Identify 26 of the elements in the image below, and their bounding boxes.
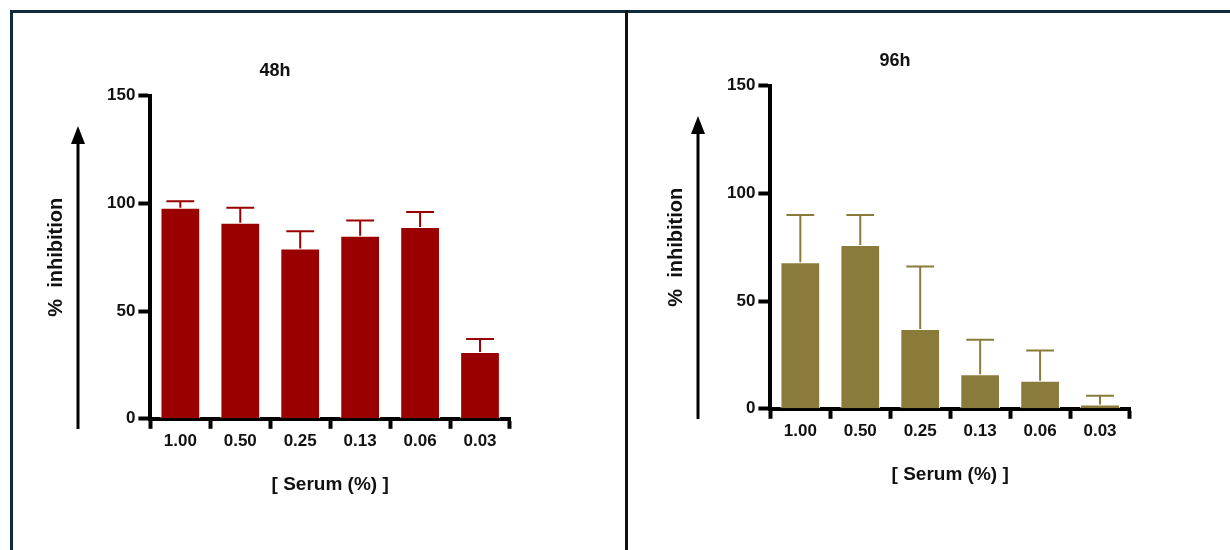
- x-tick-label: 0.13: [963, 420, 997, 440]
- x-tick-label: 0.03: [463, 430, 497, 450]
- x-tick-label: 0.06: [403, 430, 437, 450]
- y-tick-label: 50: [116, 300, 136, 320]
- y-axis-title: % inhibition: [663, 187, 686, 307]
- y-axis-title: % inhibition: [43, 197, 66, 317]
- x-tick-label: 0.50: [223, 430, 257, 450]
- y-tick-label: 150: [726, 75, 756, 95]
- chart-title: 48h: [259, 59, 291, 80]
- x-axis-title: [ Serum (%) ]: [891, 462, 1009, 484]
- y-tick-label: 100: [726, 183, 756, 203]
- x-tick-label: 0.25: [283, 430, 317, 450]
- y-tick-label: 100: [106, 193, 136, 213]
- y-tick-label: 0: [125, 408, 136, 428]
- y-tick-label: 50: [736, 290, 756, 310]
- x-tick-label: 0.13: [343, 430, 377, 450]
- y-tick-label: 0: [745, 398, 756, 418]
- x-tick-label: 0.03: [1083, 420, 1117, 440]
- x-tick-label: 0.50: [843, 420, 877, 440]
- x-axis-title: [ Serum (%) ]: [271, 472, 389, 494]
- y-tick-label: 150: [106, 85, 136, 105]
- x-tick-label: 0.06: [1023, 420, 1057, 440]
- x-tick-label: 0.25: [903, 420, 937, 440]
- x-tick-label: 1.00: [783, 420, 817, 440]
- chart-title: 96h: [879, 49, 911, 70]
- x-tick-label: 1.00: [163, 430, 197, 450]
